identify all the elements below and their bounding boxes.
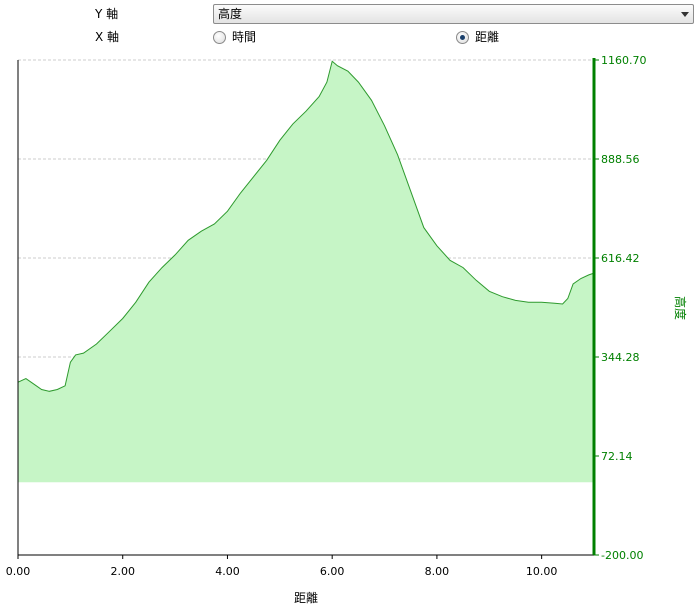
y-axis-select-value: 高度 (218, 7, 243, 21)
y-tick-label: 888.56 (601, 153, 640, 166)
x-tick-label: 2.00 (110, 565, 135, 578)
y-tick-label: 344.28 (601, 351, 640, 364)
x-tick-label: 4.00 (215, 565, 240, 578)
y-axis-title: 高度 (673, 296, 688, 320)
x-tick-label: 6.00 (320, 565, 345, 578)
x-tick-label: 10.00 (526, 565, 558, 578)
x-axis-selector-label: X 軸 (95, 30, 120, 44)
y-axis-selector-label: Y 軸 (95, 7, 119, 21)
elevation-series-line (17, 60, 595, 392)
elevation-area-fill (18, 61, 594, 483)
radio-button-time[interactable] (213, 31, 226, 44)
y-tick-labels: -200.00 72.14 344.28 616.42 888.56 1160.70 (601, 54, 647, 562)
axes (17, 58, 599, 559)
radio-label-distance: 距離 (475, 30, 500, 44)
y-tick-label: 1160.70 (601, 54, 647, 67)
x-tick-labels: 0.00 2.00 4.00 6.00 8.00 10.00 (6, 565, 558, 578)
y-tick-label: -200.00 (601, 549, 643, 562)
x-axis-radio-distance[interactable]: 距離 (456, 29, 499, 45)
y-axis-select[interactable]: 高度 (213, 4, 694, 24)
x-tick-label: 8.00 (425, 565, 450, 578)
radio-button-distance[interactable] (456, 31, 469, 44)
y-tick-label: 616.42 (601, 252, 640, 265)
chevron-down-icon (681, 12, 689, 17)
plot-area (17, 60, 595, 483)
x-axis-title: 距離 (294, 591, 318, 605)
x-axis-radio-time[interactable]: 時間 (213, 29, 256, 45)
x-tick-label: 0.00 (6, 565, 31, 578)
y-tick-label: 72.14 (601, 450, 633, 463)
radio-label-time: 時間 (232, 30, 257, 44)
